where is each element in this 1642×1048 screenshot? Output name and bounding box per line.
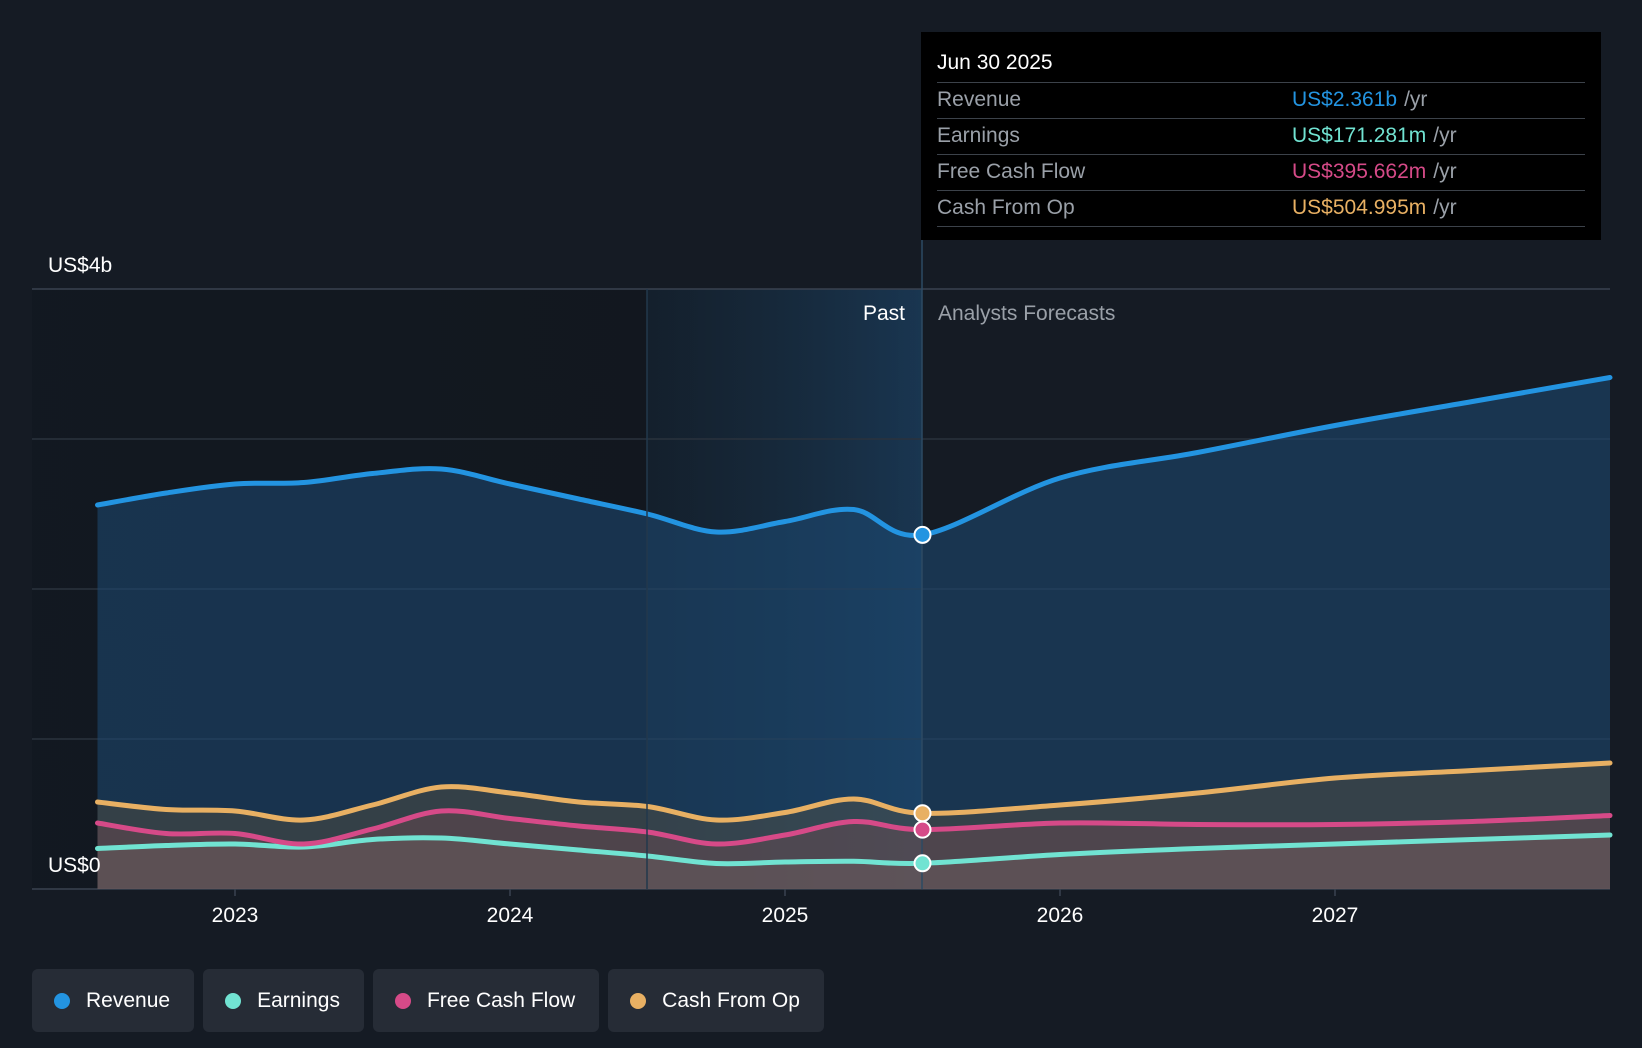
tooltip-unit: /yr — [1433, 160, 1457, 183]
x-tick-label: 2023 — [212, 904, 259, 927]
tooltip-value: US$171.281m — [1292, 124, 1427, 147]
revenue-line — [95, 375, 1613, 538]
revenue-marker[interactable] — [913, 525, 932, 544]
tooltip-unit: /yr — [1433, 196, 1457, 219]
cash-from-op-area — [97, 763, 1610, 889]
tooltip-row-free-cash-flow: Free Cash Flow US$395.662m /yr — [937, 155, 1585, 191]
x-tick-label: 2024 — [487, 904, 534, 927]
legend-item-free-cash-flow[interactable]: Free Cash Flow — [372, 969, 600, 1032]
legend: Revenue Earnings Free Cash Flow Cash Fro… — [32, 969, 824, 1032]
tooltip-label: Earnings — [937, 124, 1020, 147]
cash-from-op-dot-icon — [630, 992, 647, 1009]
legend-label: Cash From Op — [662, 988, 800, 1012]
tooltip-value: US$395.662m — [1292, 160, 1427, 183]
tooltip-label: Cash From Op — [937, 196, 1075, 219]
x-tick-label: 2026 — [1037, 904, 1084, 927]
forecast-label: Analysts Forecasts — [938, 302, 1115, 325]
tooltip-value: US$504.995m — [1292, 196, 1427, 219]
free-cash-flow-dot-icon — [394, 992, 411, 1009]
earnings-dot-icon — [225, 992, 242, 1009]
legend-item-revenue[interactable]: Revenue — [32, 969, 195, 1032]
legend-label: Revenue — [86, 988, 171, 1012]
legend-label: Free Cash Flow — [426, 988, 576, 1012]
tooltip-row-earnings: Earnings US$171.281m /yr — [937, 119, 1585, 155]
x-tick-label: 2025 — [762, 904, 809, 927]
tooltip-unit: /yr — [1433, 124, 1457, 147]
revenue-area — [97, 377, 1610, 889]
past-label: Past — [863, 302, 905, 325]
free-cash-flow-marker[interactable] — [913, 820, 932, 839]
x-tick-label: 2027 — [1312, 904, 1359, 927]
tooltip-row-revenue: Revenue US$2.361b /yr — [937, 83, 1585, 119]
cash-from-op-marker[interactable] — [913, 804, 932, 823]
tooltip-unit: /yr — [1404, 88, 1428, 111]
free-cash-flow-area — [97, 810, 1610, 889]
tooltip: Jun 30 2025 Revenue US$2.361b /yr Earnin… — [921, 32, 1601, 240]
legend-item-earnings[interactable]: Earnings — [203, 969, 364, 1032]
tooltip-label: Free Cash Flow — [937, 160, 1086, 183]
earnings-marker[interactable] — [913, 854, 932, 873]
tooltip-row-cash-from-op: Cash From Op US$504.995m /yr — [937, 191, 1585, 227]
revenue-dot-icon — [54, 992, 70, 1009]
tooltip-value: US$2.361b — [1292, 88, 1398, 111]
free-cash-flow-line — [95, 808, 1613, 847]
legend-label: Earnings — [257, 988, 340, 1012]
cash-from-op-line — [95, 760, 1613, 823]
tooltip-label: Revenue — [937, 88, 1022, 111]
legend-item-cash-from-op[interactable]: Cash From Op — [608, 969, 824, 1032]
tooltip-date: Jun 30 2025 — [937, 46, 1585, 83]
y-top-label: US$4b — [48, 254, 112, 277]
y-bottom-label: US$0 — [48, 854, 101, 877]
earnings-line — [95, 832, 1613, 867]
